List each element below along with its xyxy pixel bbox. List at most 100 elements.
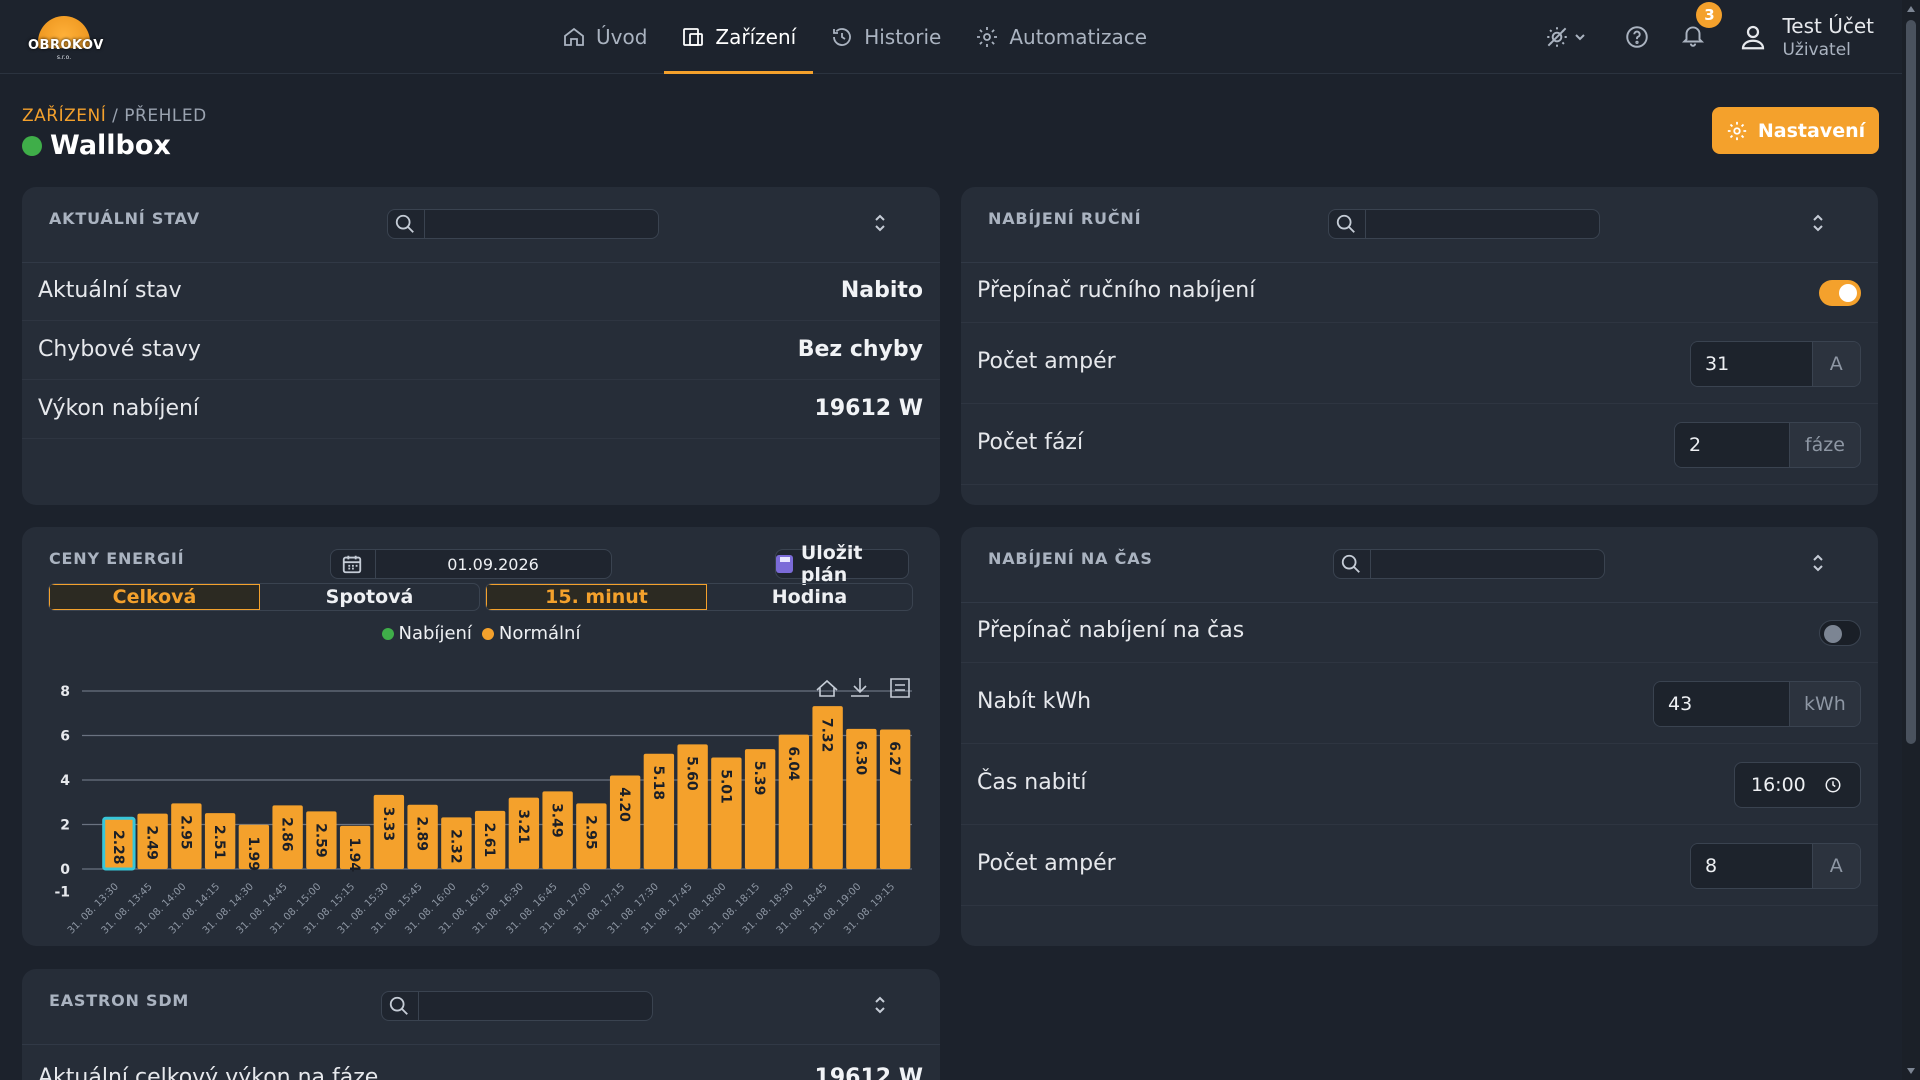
tab-spotova[interactable]: Spotová bbox=[325, 586, 414, 608]
row-label: Aktuální celkový výkon na fáze bbox=[38, 1065, 379, 1080]
kwh-unit: kWh bbox=[1789, 682, 1860, 726]
save-plan-label: Uložit plán bbox=[800, 542, 863, 586]
scroll-up-arrow[interactable] bbox=[1905, 4, 1917, 14]
user-role: Uživatel bbox=[1782, 40, 1851, 60]
brand-sub: s.r.o. bbox=[56, 54, 72, 61]
bar-value-label: 1.94 bbox=[346, 838, 362, 873]
card-title: NABÍJENÍ RUČNÍ bbox=[988, 209, 1142, 228]
theme-toggle[interactable] bbox=[1544, 24, 1586, 50]
row-label: Výkon nabíjení bbox=[38, 396, 200, 421]
kwh-field[interactable]: 43 kWh bbox=[1653, 681, 1861, 727]
amps-input[interactable]: 8 bbox=[1691, 844, 1813, 888]
card-title: EASTRON SDM bbox=[49, 991, 190, 1010]
notifications-button[interactable]: 3 bbox=[1680, 2, 1723, 52]
price-type-tabs: Celková Spotová bbox=[48, 583, 480, 611]
phases-field[interactable]: 2 fáze bbox=[1674, 422, 1861, 468]
phases-input[interactable]: 2 bbox=[1675, 423, 1790, 467]
legend-item-normalni[interactable]: Normální bbox=[481, 623, 581, 644]
nav-item-automatizace[interactable]: Automatizace bbox=[958, 0, 1164, 74]
top-bar: OBROKOV s.r.o. Úvod Zařízení Historie Au… bbox=[0, 0, 1920, 74]
price-bar bbox=[812, 706, 843, 869]
legend-dot bbox=[381, 627, 394, 640]
manual-phases-row: Počet fází 2 fáze bbox=[961, 405, 1878, 485]
bar-value-label: 2.86 bbox=[279, 817, 295, 852]
notification-badge: 3 bbox=[1696, 2, 1723, 28]
breadcrumb-current: PŘEHLED bbox=[124, 106, 207, 126]
row-value: Nabito bbox=[840, 278, 923, 303]
time-input[interactable]: 16:00 bbox=[1734, 762, 1861, 808]
bar-value-label: 7.32 bbox=[819, 718, 835, 753]
price-bar bbox=[306, 811, 337, 869]
timed-charging-toggle[interactable] bbox=[1819, 620, 1861, 646]
bar-value-label: 2.61 bbox=[481, 823, 497, 858]
phases-unit: fáze bbox=[1789, 423, 1860, 467]
timed-toggle-row: Přepínač nabíjení na čas bbox=[961, 603, 1878, 663]
menu-icon bbox=[890, 678, 910, 698]
legend-item-nabijeni[interactable]: Nabíjení bbox=[381, 623, 472, 644]
interval-tabs: 15. minut Hodina bbox=[485, 583, 913, 611]
tab-celkova[interactable]: Celková bbox=[49, 584, 261, 610]
home-icon bbox=[816, 679, 838, 697]
page-title-text: Wallbox bbox=[50, 130, 171, 161]
legend-label: Normální bbox=[498, 623, 581, 644]
amps-unit: A bbox=[1812, 844, 1860, 888]
price-bar bbox=[744, 749, 776, 869]
tab-hodina[interactable]: Hodina bbox=[771, 586, 848, 608]
search-input[interactable] bbox=[387, 209, 659, 239]
timed-amps-row: Počet ampér 8 A bbox=[961, 826, 1878, 906]
manual-amps-row: Počet ampér 31 A bbox=[961, 324, 1878, 404]
sun-moon-icon bbox=[1547, 27, 1568, 47]
table-row: Aktuální stav Nabito bbox=[22, 263, 940, 321]
nav-label: Automatizace bbox=[1009, 25, 1148, 49]
energy-prices-card: CENY ENERGIÍ 01.09.2026 Uložit plán Celk… bbox=[22, 527, 940, 946]
date-picker[interactable]: 01.09.2026 bbox=[330, 549, 612, 579]
search-input[interactable] bbox=[1328, 209, 1600, 239]
help-icon[interactable] bbox=[1624, 24, 1650, 50]
row-label: Přepínač ručního nabíjení bbox=[977, 278, 1256, 303]
sort-icon[interactable] bbox=[871, 993, 889, 1017]
gear-icon bbox=[1727, 121, 1747, 140]
nav-item-historie[interactable]: Historie bbox=[813, 0, 958, 74]
nav-item-uvod[interactable]: Úvod bbox=[545, 0, 664, 74]
save-plan-button[interactable]: Uložit plán bbox=[775, 542, 909, 586]
y-tick-label: -1 bbox=[54, 884, 70, 900]
gear-icon bbox=[977, 27, 998, 47]
bar-value-label: 1.99 bbox=[245, 836, 261, 871]
row-value: 19612 W bbox=[814, 1065, 923, 1080]
search-input[interactable] bbox=[381, 991, 653, 1021]
timed-charging-card: NABÍJENÍ NA ČAS Přepínač nabíjení na čas… bbox=[961, 527, 1878, 946]
status-dot bbox=[22, 135, 42, 156]
breadcrumb-link-zarizeni[interactable]: ZAŘÍZENÍ bbox=[22, 106, 107, 126]
amps-input[interactable]: 31 bbox=[1691, 342, 1813, 386]
sort-icon[interactable] bbox=[1809, 211, 1827, 235]
price-bar bbox=[609, 775, 641, 869]
row-value: Bez chyby bbox=[797, 337, 923, 362]
amps-field[interactable]: 31 A bbox=[1690, 341, 1861, 387]
manual-charging-toggle[interactable] bbox=[1819, 280, 1861, 306]
nav-item-zarizeni[interactable]: Zařízení bbox=[664, 0, 813, 74]
brand-logo[interactable]: OBROKOV s.r.o. bbox=[24, 12, 104, 62]
tab-15-minut[interactable]: 15. minut bbox=[486, 584, 707, 610]
price-bar bbox=[474, 810, 506, 869]
bar-value-label: 2.95 bbox=[177, 815, 193, 850]
row-label: Aktuální stav bbox=[38, 278, 182, 303]
amps-field[interactable]: 8 A bbox=[1690, 843, 1861, 889]
row-value: 19612 W bbox=[814, 396, 923, 421]
settings-button[interactable]: Nastavení bbox=[1712, 107, 1879, 154]
user-name: Test Účet bbox=[1782, 14, 1874, 38]
user-menu[interactable]: Test Účet Uživatel bbox=[1738, 14, 1874, 60]
manual-charging-card: NABÍJENÍ RUČNÍ Přepínač ručního nabíjení… bbox=[961, 187, 1878, 505]
sort-icon[interactable] bbox=[1809, 551, 1827, 575]
amps-unit: A bbox=[1812, 342, 1860, 386]
scroll-thumb[interactable] bbox=[1906, 20, 1916, 744]
user-icon bbox=[1742, 25, 1765, 50]
kwh-input[interactable]: 43 bbox=[1654, 682, 1790, 726]
price-bar bbox=[204, 813, 236, 869]
page-scrollbar[interactable] bbox=[1902, 0, 1920, 1080]
device-icon bbox=[683, 28, 704, 46]
sort-icon[interactable] bbox=[871, 211, 889, 235]
y-tick-label: 4 bbox=[60, 773, 70, 789]
current-state-card: AKTUÁLNÍ STAV Aktuální stav Nabito Chybo… bbox=[22, 187, 940, 505]
search-input[interactable] bbox=[1333, 549, 1605, 579]
scroll-down-arrow[interactable] bbox=[1905, 1066, 1917, 1076]
